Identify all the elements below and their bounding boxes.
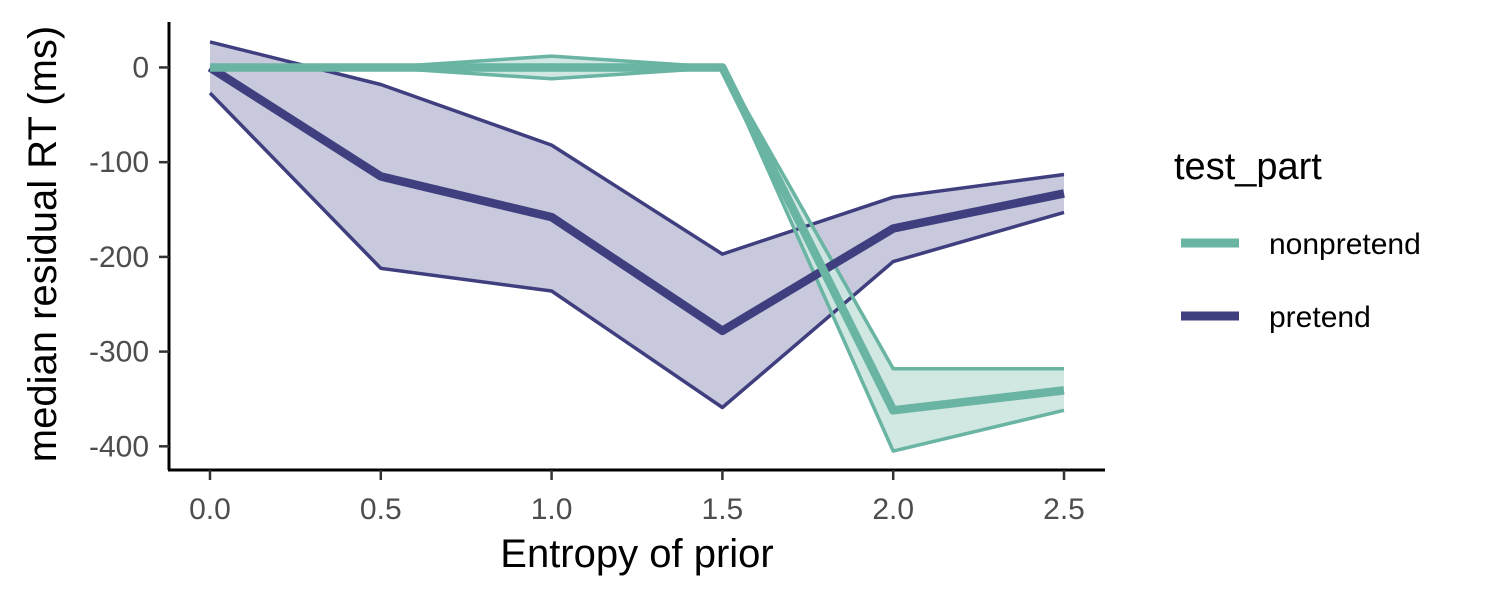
series-lines	[207, 40, 1065, 453]
legend-label-nonpretend: nonpretend	[1269, 228, 1421, 261]
y-tick-label: -100	[89, 146, 149, 179]
x-tick-label: 1.0	[531, 493, 573, 526]
x-ticks: 0.0 0.5 1.0 1.5 2.0 2.5	[189, 470, 1085, 526]
legend-items: nonpretend pretend	[1181, 228, 1421, 334]
band-pretend	[210, 41, 1064, 408]
y-tick-label: 0	[132, 51, 149, 84]
y-ticks: 0 -100 -200 -300 -400	[89, 51, 169, 463]
series-line-pretend	[207, 63, 1065, 336]
legend: test_part nonpretend pretend	[1174, 146, 1421, 334]
y-tick-label: -300	[89, 336, 149, 369]
confidence-bands	[210, 41, 1064, 452]
y-axis-title: median residual RT (ms)	[21, 26, 65, 462]
x-tick-label: 0.0	[189, 493, 231, 526]
series-line-nonpretend	[210, 63, 1065, 415]
y-tick-label: -400	[89, 430, 149, 463]
axes	[167, 22, 1105, 472]
x-axis-title: Entropy of prior	[500, 532, 773, 576]
x-tick-label: 0.5	[360, 493, 402, 526]
y-tick-label: -200	[89, 241, 149, 274]
legend-title: test_part	[1174, 146, 1322, 188]
lower-bound-line-pretend	[208, 91, 1065, 410]
x-tick-label: 2.0	[872, 493, 914, 526]
x-tick-label: 1.5	[702, 493, 744, 526]
upper-bound-line-pretend	[209, 40, 1065, 256]
legend-label-pretend: pretend	[1269, 301, 1371, 334]
x-tick-label: 2.5	[1043, 493, 1085, 526]
